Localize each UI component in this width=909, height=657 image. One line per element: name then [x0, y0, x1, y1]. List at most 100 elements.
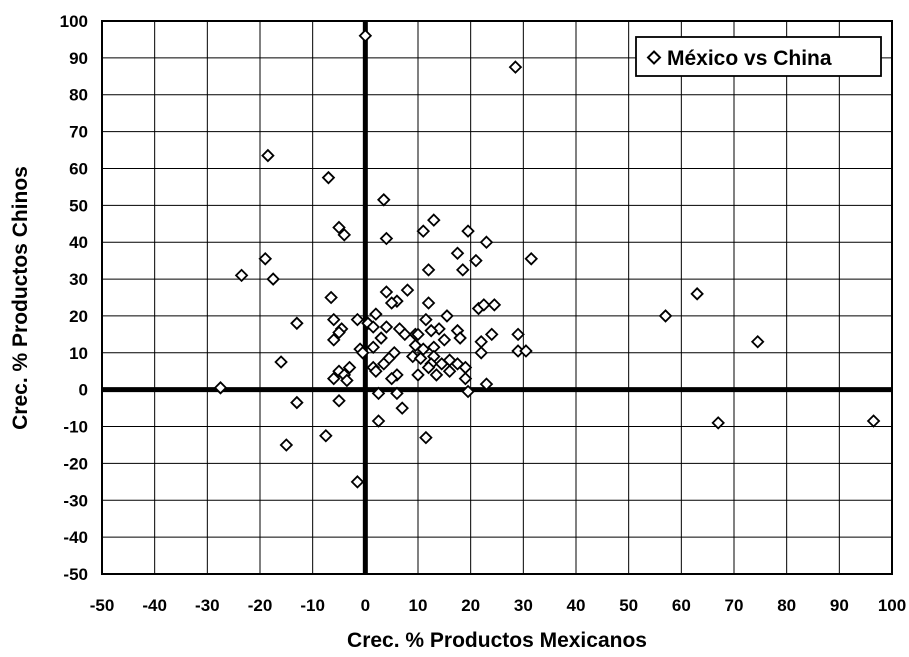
y-tick-label: 60 [69, 159, 88, 178]
data-point [469, 253, 483, 268]
x-tick-label: -10 [300, 596, 325, 615]
x-tick-label: 90 [830, 596, 849, 615]
data-point [479, 377, 494, 391]
x-tick-label: -30 [195, 596, 220, 615]
x-tick-label: -50 [90, 596, 115, 615]
data-point [355, 346, 370, 360]
legend-box [635, 36, 882, 77]
data-point [342, 360, 357, 375]
data-point [332, 393, 346, 408]
data-point [487, 298, 502, 312]
data-point [258, 252, 273, 266]
data-point [461, 224, 475, 238]
y-tick-label: 30 [69, 270, 88, 289]
data-point [350, 312, 365, 327]
y-tick-label: 90 [69, 49, 88, 68]
data-point [350, 475, 365, 489]
y-tick-label: -50 [63, 565, 88, 584]
data-point [390, 386, 404, 401]
x-tick-label: -20 [248, 596, 273, 615]
data-point [274, 355, 288, 369]
x-tick-label: -40 [142, 596, 167, 615]
data-point [234, 268, 249, 283]
data-point [429, 368, 444, 382]
data-point [369, 364, 383, 379]
data-point [421, 296, 436, 310]
data-point [411, 368, 425, 382]
data-point [332, 220, 346, 235]
data-point [511, 327, 525, 342]
data-point [427, 213, 441, 227]
y-tick-labels: -50 -40 -30 -20 -10 0 10 20 30 40 50 60 70 80 90 100 [60, 12, 88, 584]
y-tick-label: 100 [60, 12, 88, 31]
data-point [384, 371, 399, 386]
data-point [379, 285, 394, 299]
data-point [416, 224, 431, 238]
data-point [332, 325, 346, 340]
data-point [326, 333, 341, 347]
data-point [474, 346, 488, 360]
data-point [324, 290, 338, 305]
data-point [479, 235, 494, 249]
y-tick-label: 20 [69, 307, 88, 326]
x-tick-label: 80 [777, 596, 796, 615]
x-axis-title: Crec. % Productos Mexicanos [347, 629, 647, 652]
data-point [366, 320, 381, 334]
data-point [442, 364, 457, 379]
data-point [213, 381, 228, 395]
data-point [376, 357, 391, 371]
x-tick-label: 50 [619, 596, 638, 615]
x-tick-labels: -50 -40 -30 -20 -10 0 10 20 30 40 50 60 70 80 90 100 [90, 596, 906, 615]
y-tick-label: 50 [69, 196, 88, 215]
data-points [213, 28, 881, 489]
y-tick-label: 80 [69, 86, 88, 105]
data-point [340, 373, 354, 388]
data-point [395, 401, 409, 415]
data-point [477, 298, 491, 312]
data-point [326, 371, 341, 386]
data-point [432, 322, 446, 336]
data-point [319, 428, 333, 443]
data-point [279, 438, 294, 452]
data-point [261, 148, 275, 163]
data-point [369, 307, 383, 321]
y-tick-label: 40 [69, 233, 88, 252]
data-point [508, 60, 523, 74]
data-point [484, 327, 499, 342]
x-tick-label: 20 [461, 596, 480, 615]
data-point [358, 28, 373, 43]
data-point [398, 327, 412, 342]
x-tick-label: 40 [567, 596, 586, 615]
data-point [419, 312, 433, 327]
y-tick-label: -30 [63, 491, 88, 510]
y-tick-label: -40 [63, 528, 88, 547]
data-point [455, 263, 470, 277]
y-tick-label: -20 [63, 454, 88, 473]
data-point [376, 193, 391, 207]
data-point [266, 272, 280, 286]
data-point [321, 170, 336, 185]
data-point [461, 384, 475, 399]
y-axis-title: Crec. % Productos Chinos [9, 166, 32, 430]
y-tick-label: 70 [69, 123, 88, 142]
y-tick-label: -10 [63, 418, 88, 437]
x-tick-label: 100 [878, 596, 906, 615]
data-point [690, 287, 704, 301]
data-point [424, 323, 438, 338]
data-point [379, 320, 394, 334]
data-point [434, 357, 449, 371]
data-point [450, 246, 465, 261]
data-point [408, 338, 423, 353]
data-point [374, 331, 388, 345]
data-point [519, 344, 533, 358]
data-point [750, 334, 765, 349]
data-point [379, 231, 394, 246]
x-tick-label: 60 [672, 596, 691, 615]
data-point [361, 316, 375, 331]
data-point [411, 327, 425, 342]
data-point [711, 416, 725, 430]
x-tick-label: 0 [361, 596, 370, 615]
data-point [290, 395, 304, 410]
x-tick-label: 30 [514, 596, 533, 615]
